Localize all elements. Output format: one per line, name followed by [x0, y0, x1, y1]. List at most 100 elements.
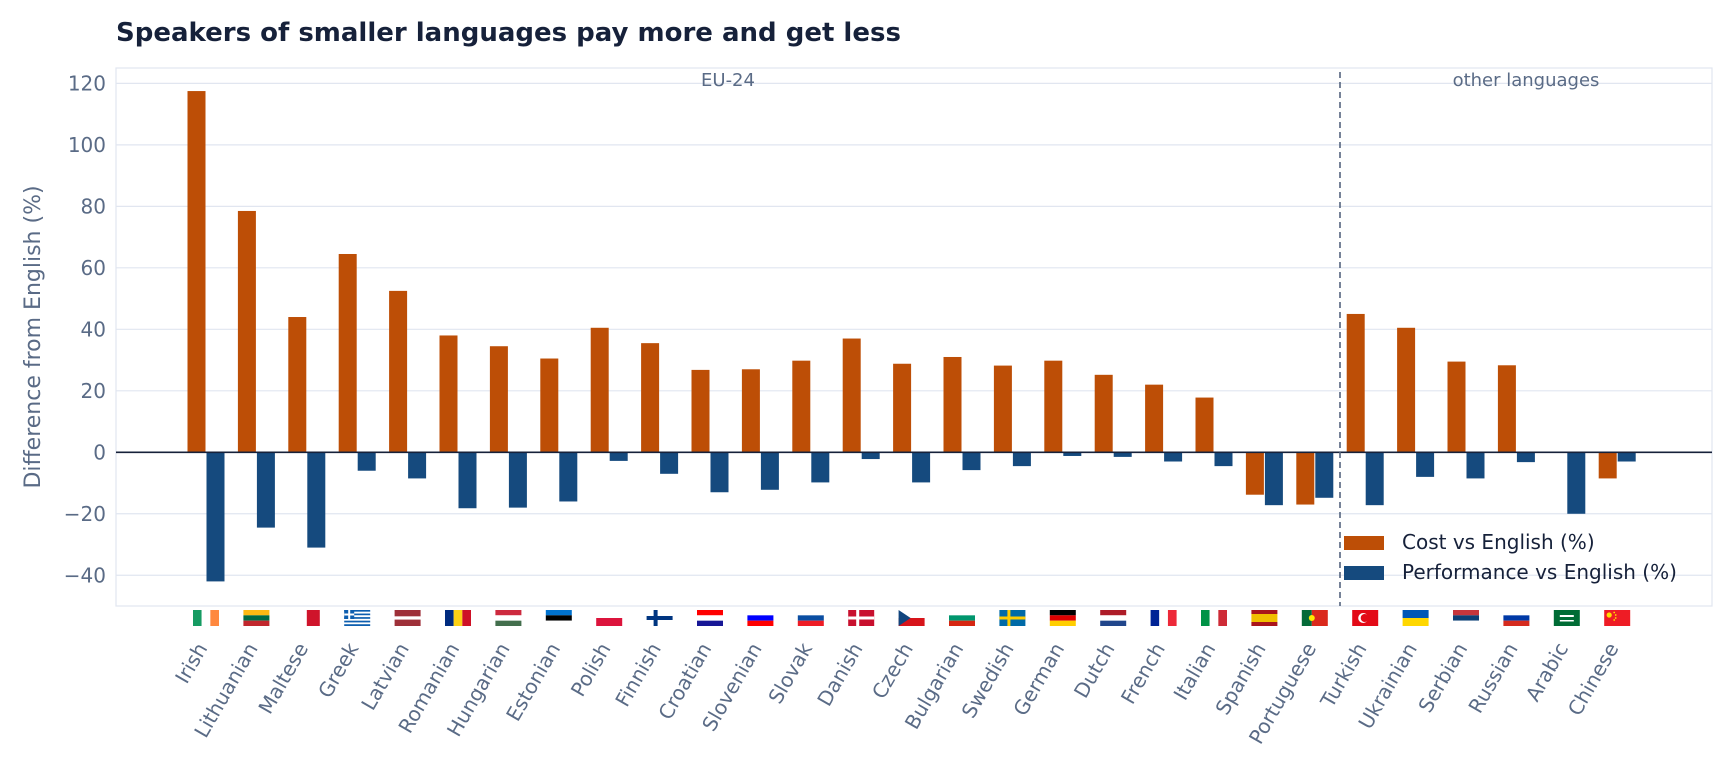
performance-bar [1567, 452, 1586, 514]
performance-bar [256, 452, 275, 528]
performance-bar [1012, 452, 1031, 467]
cost-bar [1145, 384, 1164, 453]
cost-bar [691, 369, 710, 453]
slovakia-flag [797, 610, 824, 626]
y-tick-label: 60 [81, 256, 106, 280]
cost-bar [439, 335, 458, 453]
sweden-flag [999, 610, 1026, 626]
performance-bar [710, 452, 729, 493]
cost-bar [1598, 452, 1617, 479]
category-label: Finnish [610, 639, 666, 711]
category-label: Dutch [1069, 639, 1120, 703]
cost-bar [1044, 360, 1063, 453]
cost-bar [540, 358, 559, 453]
performance-bar [1466, 452, 1485, 479]
legend-label: Cost vs English (%) [1402, 530, 1595, 554]
hungary-flag [495, 610, 522, 626]
category-label: Polish [566, 639, 616, 701]
cost-bar [489, 346, 508, 453]
performance-bar [1264, 452, 1283, 506]
performance-bar [811, 452, 830, 483]
performance-bar [206, 452, 225, 582]
legend-swatch [1344, 536, 1384, 550]
ireland-flag [193, 610, 219, 626]
cost-bar [187, 91, 206, 453]
ukraine-flag [1402, 610, 1429, 626]
performance-bar [1516, 452, 1535, 463]
performance-bar [1063, 452, 1082, 456]
finland-flag [646, 610, 673, 626]
cost-bar [1397, 327, 1416, 453]
category-label: Russian [1463, 639, 1522, 718]
cost-bar [842, 338, 861, 453]
cost-bar [993, 365, 1012, 453]
y-tick-label: 0 [93, 440, 106, 464]
y-tick-label: 80 [81, 194, 106, 218]
legend-swatch [1344, 566, 1384, 580]
cost-bar [338, 253, 357, 453]
turkey-flag [1352, 610, 1379, 626]
netherlands-flag [1100, 610, 1127, 626]
china-flag [1604, 610, 1631, 626]
germany-flag [1049, 610, 1076, 626]
category-label: Italian [1169, 639, 1221, 705]
performance-bar [660, 452, 679, 474]
cost-bar [1245, 452, 1264, 495]
romania-flag [445, 610, 471, 626]
cost-bar [943, 356, 962, 453]
y-tick-label: −20 [64, 502, 106, 526]
cost-bar [1094, 374, 1113, 453]
latvia-flag [394, 610, 421, 626]
cost-bar [590, 327, 609, 453]
cost-bar [893, 363, 912, 453]
y-tick-label: 120 [68, 71, 106, 95]
category-label: Greek [313, 638, 364, 702]
russia-flag [1503, 610, 1530, 626]
legend-label: Performance vs English (%) [1402, 560, 1677, 584]
y-tick-label: 20 [81, 379, 106, 403]
cost-bar [792, 360, 811, 453]
y-tick-label: 40 [81, 317, 106, 341]
performance-bar [609, 452, 628, 461]
performance-bar [1113, 452, 1132, 457]
cost-bar [1195, 397, 1214, 453]
performance-bar [508, 452, 527, 508]
cost-bar [1346, 313, 1365, 453]
cost-bar [1296, 452, 1315, 505]
performance-bar [458, 452, 477, 509]
malta-flag [293, 610, 320, 626]
performance-bar [1315, 452, 1334, 498]
bulgaria-flag [949, 610, 975, 626]
performance-bar [307, 452, 326, 548]
performance-bar [1214, 452, 1233, 467]
category-label: Danish [812, 639, 867, 711]
lithuania-flag [243, 610, 270, 626]
category-label: Slovak [763, 638, 817, 708]
performance-bar [357, 452, 376, 471]
category-label: French [1116, 639, 1170, 709]
plot-frame [115, 67, 1713, 607]
performance-bar [1617, 452, 1636, 462]
performance-bar [962, 452, 981, 471]
slovenia-flag [747, 610, 774, 626]
y-tick-label: 100 [68, 133, 106, 157]
cost-bar [237, 210, 256, 453]
performance-bar [1365, 452, 1384, 506]
france-flag [1150, 610, 1177, 626]
croatia-flag [697, 610, 723, 626]
cost-bar [389, 290, 408, 453]
poland-flag [596, 610, 623, 626]
category-label: Irish [170, 639, 212, 688]
category-label: Czech [867, 639, 918, 703]
performance-bar [408, 452, 427, 479]
performance-bar [1164, 452, 1183, 462]
cost-bar [741, 369, 760, 453]
estonia-flag [545, 610, 572, 626]
y-tick-label: −40 [64, 563, 106, 587]
y-axis-title: Difference from English (%) [21, 185, 46, 488]
cost-bar [641, 343, 660, 453]
performance-bar [861, 452, 880, 460]
performance-bar [912, 452, 931, 483]
